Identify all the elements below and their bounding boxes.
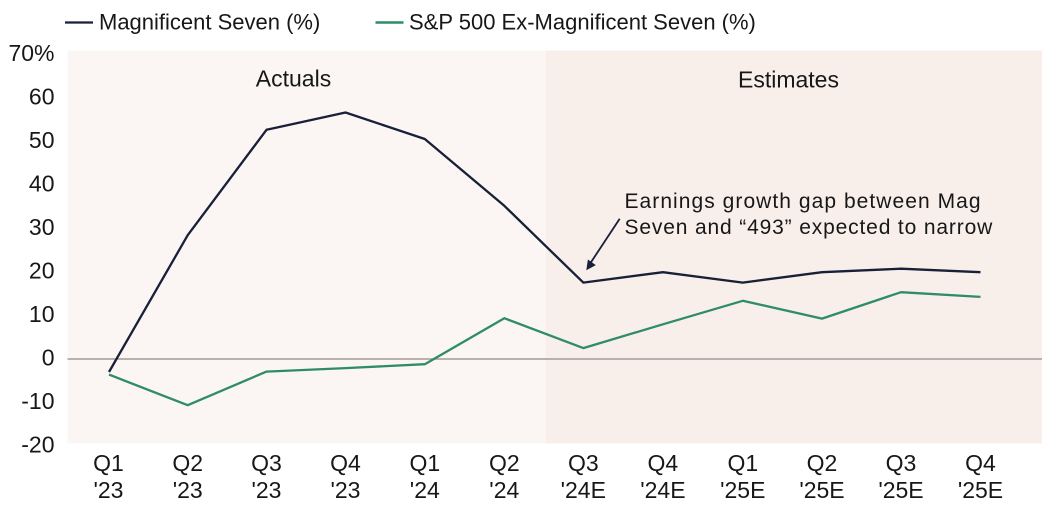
svg-text:Q4: Q4: [648, 450, 679, 476]
svg-text:'24E: '24E: [640, 477, 685, 503]
svg-text:Q4: Q4: [965, 450, 996, 476]
svg-text:Q2: Q2: [172, 450, 203, 476]
svg-text:50: 50: [29, 127, 55, 153]
svg-text:-10: -10: [21, 388, 54, 414]
svg-text:S&P 500 Ex-Magnificent Seven (: S&P 500 Ex-Magnificent Seven (%): [409, 10, 756, 35]
svg-text:'25E: '25E: [799, 477, 844, 503]
svg-text:Q2: Q2: [489, 450, 520, 476]
svg-text:20: 20: [29, 258, 55, 284]
svg-text:Q3: Q3: [568, 450, 599, 476]
svg-text:'23: '23: [252, 477, 282, 503]
svg-text:Q2: Q2: [807, 450, 838, 476]
svg-text:'25E: '25E: [878, 477, 923, 503]
svg-text:'25E: '25E: [958, 477, 1003, 503]
svg-text:Seven and “493” expected to na: Seven and “493” expected to narrow: [625, 216, 994, 239]
svg-text:10: 10: [29, 301, 55, 327]
svg-text:'24: '24: [410, 477, 440, 503]
svg-text:'24: '24: [489, 477, 519, 503]
svg-text:30: 30: [29, 214, 55, 240]
svg-text:'25E: '25E: [720, 477, 765, 503]
svg-text:'24E: '24E: [561, 477, 606, 503]
svg-text:Actuals: Actuals: [256, 65, 331, 91]
svg-text:Estimates: Estimates: [738, 66, 839, 92]
svg-text:Earnings growth gap between Ma: Earnings growth gap between Mag: [625, 190, 982, 213]
svg-text:40: 40: [29, 171, 55, 197]
svg-text:'23: '23: [331, 477, 361, 503]
svg-text:70%: 70%: [8, 40, 54, 66]
svg-text:'23: '23: [94, 477, 124, 503]
svg-text:'23: '23: [173, 477, 203, 503]
svg-text:-20: -20: [21, 432, 54, 458]
svg-text:Q1: Q1: [727, 450, 758, 476]
svg-text:Magnificent Seven (%): Magnificent Seven (%): [99, 10, 320, 35]
svg-text:0: 0: [42, 345, 55, 371]
svg-text:60: 60: [29, 84, 55, 110]
svg-text:Q1: Q1: [409, 450, 440, 476]
svg-text:Q4: Q4: [330, 450, 361, 476]
svg-text:Q3: Q3: [251, 450, 282, 476]
svg-text:Q1: Q1: [93, 450, 124, 476]
svg-text:Q3: Q3: [886, 450, 917, 476]
